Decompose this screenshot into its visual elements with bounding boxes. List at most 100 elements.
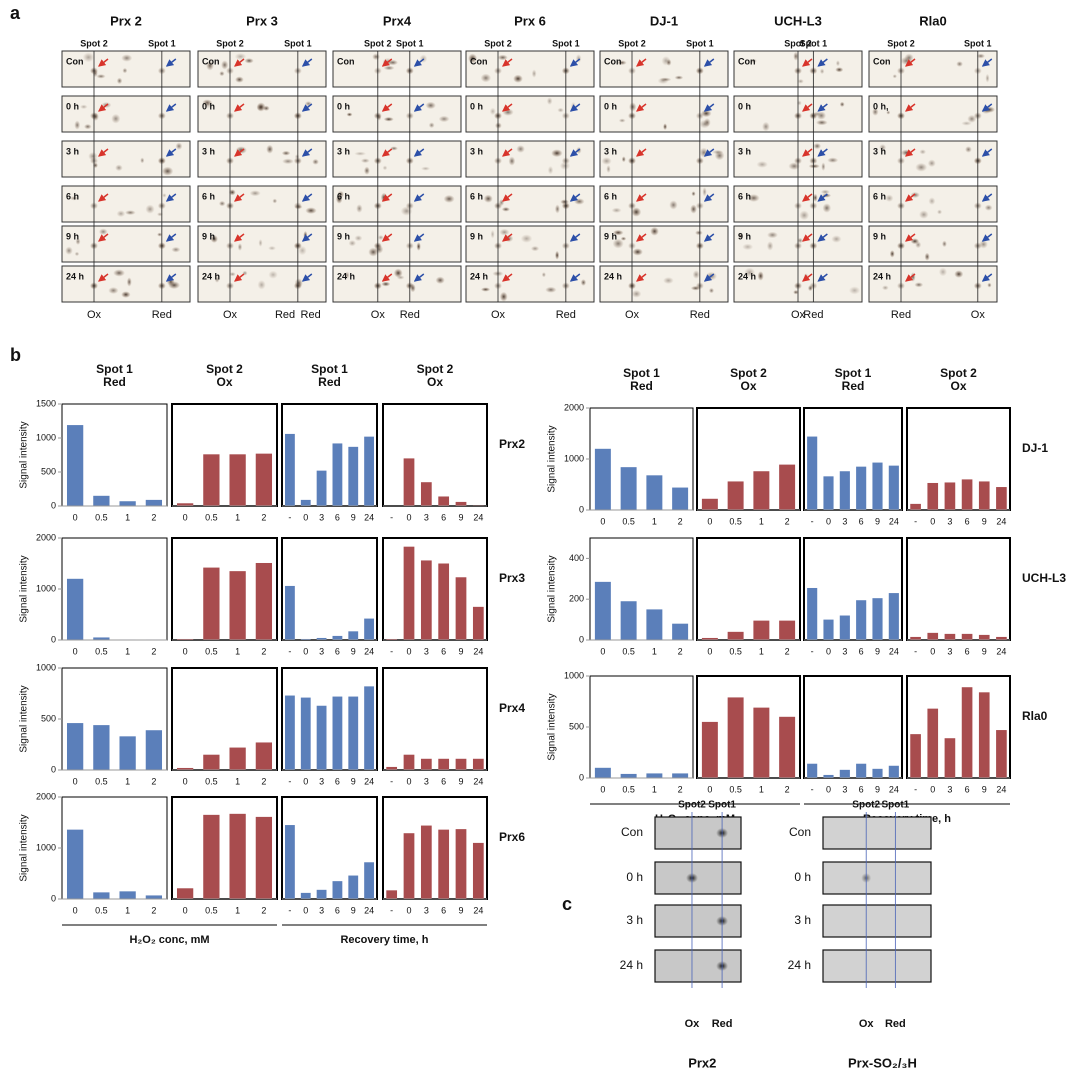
gel-spot [551, 149, 562, 157]
y-tick-label: 0 [579, 772, 584, 782]
bar [979, 692, 990, 778]
protein-name: Prx4 [383, 13, 412, 28]
row-label: Prx2 [499, 437, 525, 451]
gel-spot [663, 277, 674, 284]
x-tick-label: 9 [351, 646, 356, 656]
gel-spot [498, 55, 508, 61]
bar [348, 876, 358, 899]
spot-label: Spot 1 [800, 38, 828, 48]
x-tick-label: 1 [652, 516, 657, 526]
time-label: 3 h [738, 146, 751, 156]
gel-spot [532, 69, 537, 77]
bar [872, 463, 882, 510]
gel-spot [356, 204, 362, 213]
x-tick-label: 0 [826, 646, 831, 656]
gel-spot [602, 157, 612, 165]
bar [910, 734, 921, 778]
spot-type: Ox [87, 309, 102, 321]
x-tick-label: 2 [678, 784, 683, 794]
x-tick-label: 0.5 [205, 776, 218, 786]
gel-spot [820, 68, 825, 74]
x-tick-label: 0 [826, 784, 831, 794]
gel-spot [384, 117, 394, 122]
bar [646, 773, 662, 778]
x-tick-label: 2 [678, 516, 683, 526]
x-tick-label: 2 [151, 776, 156, 786]
gel-spot [767, 241, 774, 250]
x-tick-label: 0 [600, 646, 605, 656]
gel-spot [244, 58, 253, 63]
bar [301, 893, 311, 899]
bar [404, 458, 415, 506]
gel-spot [266, 145, 273, 154]
x-tick-label: 1 [652, 646, 657, 656]
gel-image [62, 96, 190, 132]
x-tick-label: - [288, 512, 291, 522]
gel-spot [849, 286, 860, 294]
blot-image [823, 950, 931, 982]
x-tick-label: 6 [335, 646, 340, 656]
time-label: 6 h [202, 191, 215, 201]
row-label: UCH-L3 [1022, 571, 1066, 585]
gel-spot [145, 205, 154, 214]
x-tick-label: 3 [319, 776, 324, 786]
bar [672, 624, 688, 640]
bar [317, 890, 327, 899]
spot-label: Spot 2 [618, 38, 646, 48]
plot-frame [383, 668, 487, 770]
gel-spot [928, 159, 936, 167]
x-tick-label: - [811, 516, 814, 526]
gel-spot [272, 199, 277, 204]
bar [456, 502, 467, 506]
protein-name: Prx 3 [246, 13, 278, 28]
x-tick-label: - [811, 646, 814, 656]
gel-spot [836, 60, 840, 66]
bar [807, 588, 817, 640]
spot-label: Spot1 [708, 800, 736, 811]
y-tick-label: 1500 [36, 398, 56, 408]
bar [889, 766, 899, 778]
time-label: 0 h [738, 101, 751, 111]
bar [317, 471, 327, 506]
blot-image [655, 905, 741, 937]
x-tick-label: 0.5 [622, 516, 635, 526]
x-tick-label: 24 [473, 776, 483, 786]
x-tick-label: 1 [235, 646, 240, 656]
time-label: 9 h [470, 231, 483, 241]
bar [621, 601, 637, 640]
y-axis-label: Signal intensity [19, 814, 30, 881]
bar [421, 826, 432, 899]
x-tick-label: 24 [996, 516, 1006, 526]
gel-spot [542, 272, 546, 277]
gel-spot [831, 235, 841, 243]
x-tick-label: - [914, 784, 917, 794]
column-title: Spot 1 [835, 366, 872, 380]
gel-spot [347, 112, 353, 116]
gel-spot [821, 162, 825, 171]
gel-image [62, 186, 190, 222]
bar [119, 501, 135, 506]
gel-spot [965, 146, 972, 153]
gel-spot [809, 164, 820, 169]
x-tick-label: 9 [458, 646, 463, 656]
bar [333, 636, 343, 640]
spot-type: Red [885, 1018, 906, 1030]
bar [456, 759, 467, 770]
gel-spot [127, 277, 132, 286]
gel-spot [715, 151, 725, 160]
x-tick-label: 2 [261, 776, 266, 786]
x-tick-label: 6 [965, 646, 970, 656]
gel-spot [121, 54, 132, 62]
x-tick-label: 9 [351, 776, 356, 786]
y-tick-label: 500 [41, 466, 56, 476]
gel-spot [919, 210, 929, 219]
gel-spot [669, 200, 677, 209]
x-tick-label: 9 [351, 905, 356, 915]
time-label: Con [202, 56, 220, 66]
spot-type: Red [301, 309, 321, 321]
bar [203, 568, 219, 640]
x-tick-label: 0 [303, 905, 308, 915]
spot-type: Ox [859, 1018, 875, 1030]
gel-spot [823, 203, 832, 213]
spot-label: Spot2 [852, 800, 880, 811]
